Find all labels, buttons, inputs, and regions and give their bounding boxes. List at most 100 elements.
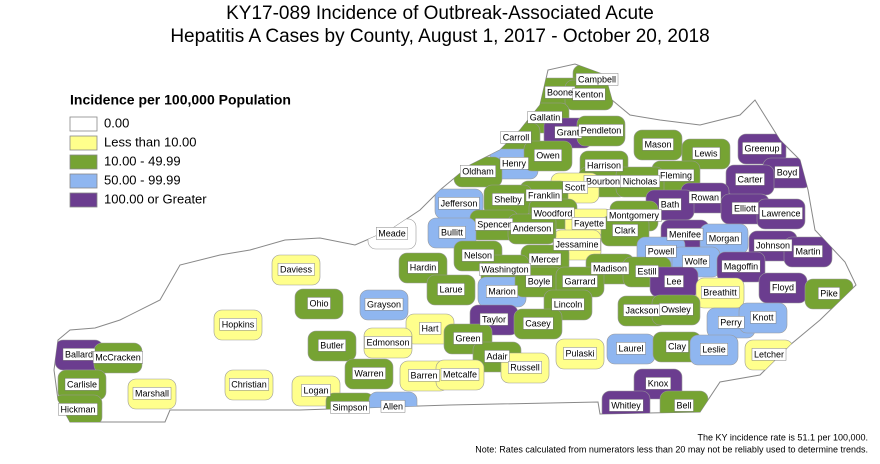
legend-label: 0.00 [104, 115, 129, 130]
county-label-bg [645, 377, 671, 390]
county-label: Taylor [482, 314, 506, 324]
county-label-bg [380, 400, 406, 413]
county-label-bg [718, 316, 745, 329]
county-label-bg [721, 260, 761, 273]
county-label-bg [352, 367, 386, 380]
county-label: Green [455, 333, 480, 343]
county-label-bg [606, 209, 662, 222]
legend-swatch [69, 154, 98, 170]
county-label-bg [277, 263, 315, 276]
county-label-bg [664, 275, 684, 288]
county-label-bg [551, 298, 585, 311]
county-label: Morgan [709, 233, 740, 243]
county-label: Montgomery [609, 210, 660, 220]
county-label: Carroll [503, 132, 530, 142]
county-label-bg [759, 207, 803, 220]
county-label-bg [616, 342, 646, 355]
county-label: Gallatin [530, 112, 561, 122]
county-label: Martin [795, 246, 820, 256]
county-label: Spencer [477, 219, 511, 229]
county-label: Hickman [60, 404, 95, 414]
county-label: Wolfe [685, 256, 708, 266]
footnote: The KY incidence rate is 51.1 per 100,00… [698, 432, 868, 442]
county-label: McCracken [95, 352, 141, 362]
county-label: Elliott [734, 203, 757, 213]
county-label: Hopkins [222, 319, 255, 329]
county-label-bg [64, 378, 100, 391]
county-label-bg [731, 202, 759, 215]
legend-swatch [69, 135, 98, 151]
county-label-bg [508, 361, 542, 374]
county-label: Lewis [694, 148, 718, 158]
county-label-bg [578, 124, 624, 137]
county-label: Jefferson [441, 198, 478, 208]
legend-label: 50.00 - 99.99 [104, 172, 181, 187]
county-label: Logan [303, 385, 328, 395]
county-label-bg [735, 173, 765, 186]
county-label: Menifee [669, 229, 701, 239]
county-label: Carter [737, 174, 762, 184]
county-label-bg [584, 159, 624, 172]
county-label: Lawrence [761, 208, 800, 218]
county-label: Harrison [587, 160, 621, 170]
county-label-bg [364, 298, 404, 311]
county-label: Breathitt [703, 287, 737, 297]
county-label-bg [572, 88, 606, 101]
county-label-bg [751, 348, 787, 361]
county-label: Boone [547, 87, 573, 97]
county-label-bg [525, 275, 553, 288]
county-label: Madison [593, 263, 627, 273]
county-label: Bell [676, 400, 691, 410]
county-label-bg [742, 142, 782, 155]
county-label-bg [301, 384, 331, 397]
county-label-bg [575, 73, 619, 86]
county-label: Boyd [777, 167, 798, 177]
county-label: Lincoln [554, 299, 583, 309]
county-label-bg [688, 191, 722, 204]
county-label: Pendleton [581, 125, 622, 135]
county-label: Anderson [513, 223, 552, 233]
county-label: Metcalfe [443, 369, 477, 379]
county-label-bg [562, 181, 588, 194]
county-label: Meade [378, 228, 406, 238]
county-label: Boyle [528, 276, 551, 286]
county-label-bg [750, 311, 777, 324]
county-label: Campbell [578, 74, 616, 84]
county-label-bg [499, 157, 529, 170]
county-label: Larue [439, 284, 462, 294]
county-label: Clay [668, 341, 687, 351]
county-label: Allen [383, 401, 403, 411]
county-label: Estill [637, 266, 656, 276]
county-label-bg [562, 275, 598, 288]
county-label: Simpson [332, 402, 367, 412]
county-label-bg [479, 313, 509, 326]
county-label-bg [479, 263, 531, 276]
county-label-bg [364, 336, 412, 349]
county-label: Casey [525, 318, 551, 328]
county-label-bg [419, 322, 442, 335]
county-label-bg [700, 343, 728, 356]
county-label: Clark [614, 225, 636, 235]
county-label: Pulaski [565, 348, 594, 358]
county-label-bg [484, 350, 510, 363]
county-label-bg [774, 166, 800, 179]
county-label: Owsley [661, 304, 691, 314]
county-label-bg [437, 283, 465, 296]
county-label-bg [620, 175, 660, 188]
county-label-bg [93, 351, 143, 364]
legend-swatch [69, 192, 98, 208]
county-label-bg [438, 197, 480, 210]
county-label: Mason [644, 139, 671, 149]
county-label: Woodford [534, 208, 573, 218]
county-label-bg [563, 347, 597, 360]
county-label: Leslie [702, 344, 726, 354]
county-label-bg [527, 111, 563, 124]
county-label-bg [528, 253, 562, 266]
county-label: Ballard [65, 349, 93, 359]
county-label: Franklin [528, 190, 560, 200]
county-label-bg [408, 369, 440, 382]
county-label: Daviess [280, 264, 313, 274]
county-label: Jackson [625, 305, 658, 315]
county-label-bg [492, 193, 525, 206]
county-label: Henry [502, 158, 527, 168]
